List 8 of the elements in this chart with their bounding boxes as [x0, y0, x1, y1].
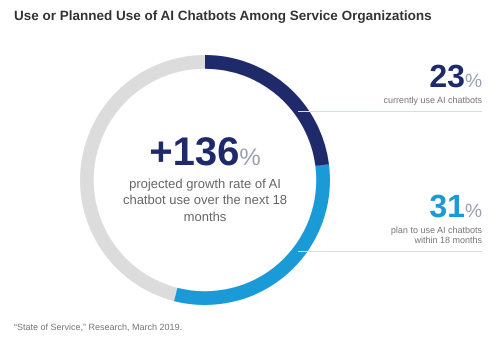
- slice-label: currently use AI chatbots: [382, 95, 482, 105]
- chart-title: Use or Planned Use of AI Chatbots Among Service Organizations: [14, 8, 432, 23]
- data-label: 23%: [429, 58, 482, 94]
- data-label: 31%: [429, 188, 482, 224]
- text: +136%: [149, 130, 261, 174]
- text: projected growth rate of AI chatbot use over the next 18 months: [122, 176, 288, 225]
- slice-label: plan to use AI chatbots within 18 months: [390, 225, 482, 245]
- text: “State of Service,” Research, March 2019.: [14, 322, 182, 332]
